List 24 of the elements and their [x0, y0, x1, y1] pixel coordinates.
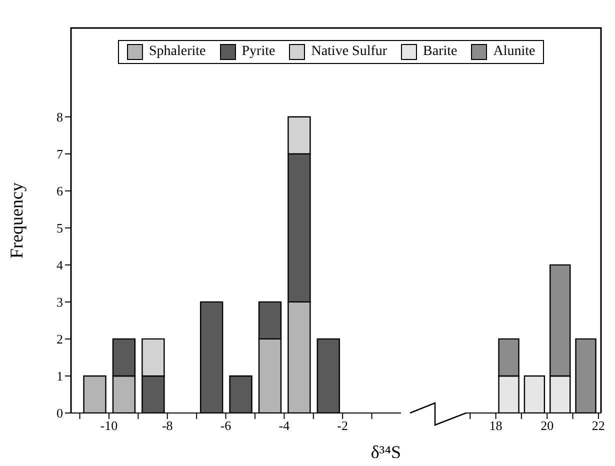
legend-label: Pyrite	[242, 44, 276, 60]
y-tick-label: 3	[56, 294, 63, 310]
y-tick-label: 7	[56, 146, 64, 162]
x-tick-label: 20	[540, 418, 554, 434]
x-axis-title: δ³⁴S	[370, 442, 401, 462]
legend-label: Alunite	[493, 44, 536, 60]
y-tick-label: 2	[56, 332, 63, 347]
x-tick-label: -4	[278, 418, 290, 434]
y-tick-label: 5	[56, 220, 63, 236]
y-tick-label: 4	[56, 258, 64, 273]
x-tick-label: -10	[100, 418, 118, 434]
y-tick-label: 1	[56, 368, 63, 384]
legend-label: Barite	[423, 44, 458, 60]
x-tick-label: -6	[220, 418, 232, 434]
x-tick-label: 18	[489, 418, 502, 434]
x-tick-label: -2	[337, 418, 348, 434]
legend-label: Native Sulfur	[311, 44, 388, 60]
y-tick-label: 6	[56, 184, 64, 198]
x-tick-label: -8	[162, 418, 173, 434]
y-tick-label: 8	[56, 109, 63, 124]
legend-label: Sphalerite	[149, 44, 206, 60]
y-tick-label: 0	[56, 406, 63, 421]
y-axis-title: Frequency	[6, 182, 26, 258]
x-tick-label: 22	[592, 418, 605, 434]
